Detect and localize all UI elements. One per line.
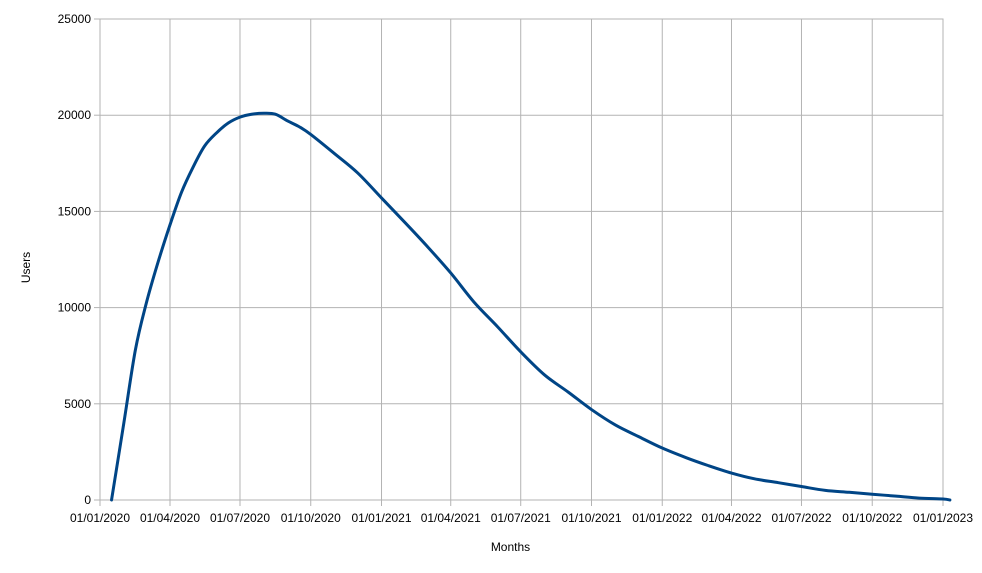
x-tick-label: 01/07/2022 <box>771 511 831 525</box>
x-tick-label: 01/01/2021 <box>351 511 411 525</box>
x-tick-label: 01/01/2023 <box>913 511 973 525</box>
y-tick-label: 25000 <box>58 12 92 26</box>
x-tick-label: 01/04/2020 <box>140 511 200 525</box>
x-tick-label: 01/07/2021 <box>491 511 551 525</box>
gridlines <box>99 18 944 501</box>
x-tick-label: 01/10/2020 <box>281 511 341 525</box>
plot-area-frame <box>99 18 944 501</box>
y-tick-label: 5000 <box>64 397 91 411</box>
series-line-users <box>110 111 952 502</box>
y-tick-label: 0 <box>84 493 91 507</box>
x-axis-title: Months <box>491 540 530 554</box>
x-tick-label: 01/01/2020 <box>70 511 130 525</box>
y-tick-label: 15000 <box>58 204 92 218</box>
x-tick-label: 01/10/2022 <box>842 511 902 525</box>
y-tick-label: 10000 <box>58 301 92 315</box>
x-axis-ticks: 01/01/2020 01/04/2020 01/07/2020 01/10/2020… <box>70 500 973 525</box>
y-axis-title: Users <box>19 252 33 283</box>
x-tick-label: 01/10/2021 <box>561 511 621 525</box>
y-tick-label: 20000 <box>58 108 92 122</box>
x-tick-label: 01/07/2020 <box>210 511 270 525</box>
x-tick-label: 01/04/2022 <box>701 511 761 525</box>
y-axis-ticks: 0 5000 10000 15000 20000 25000 <box>58 12 100 507</box>
x-tick-label: 01/04/2021 <box>421 511 481 525</box>
x-tick-label: 01/01/2022 <box>632 511 692 525</box>
